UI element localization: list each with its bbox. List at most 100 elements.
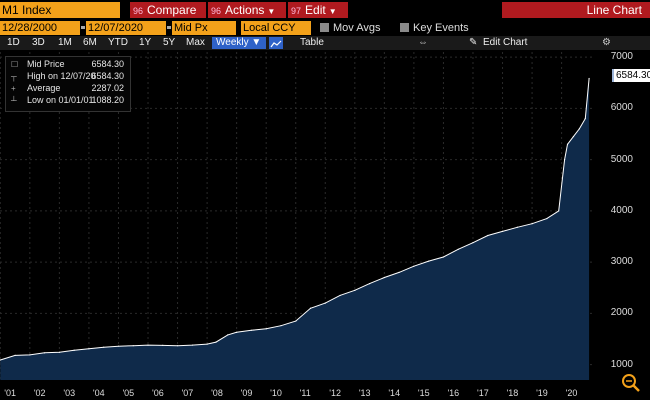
compare-label: Compare xyxy=(147,3,197,17)
price-point xyxy=(44,352,46,354)
price-point xyxy=(578,128,580,130)
y-tick-label: 7000 xyxy=(610,51,633,63)
actions-label: Actions xyxy=(225,3,265,17)
edit-button[interactable]: 97 Edit ▼ xyxy=(288,2,348,18)
low-marker-icon: ┴ xyxy=(11,96,17,105)
price-point xyxy=(176,345,179,347)
compare-button[interactable]: 96 Compare xyxy=(130,2,206,18)
edit-label: Edit xyxy=(305,3,326,17)
price-point xyxy=(236,331,238,333)
edit-shortcut: 97 xyxy=(291,6,302,16)
price-point xyxy=(368,283,371,285)
ticker-input[interactable]: M1 Index xyxy=(0,2,120,18)
x-tick-label: '14 xyxy=(388,388,401,398)
price-point xyxy=(14,354,16,356)
price-point xyxy=(206,343,208,345)
mov-avgs-label[interactable]: Mov Avgs xyxy=(333,22,381,34)
legend-value: 2287.02 xyxy=(91,83,124,93)
start-date-field[interactable]: 12/28/2000 xyxy=(0,21,80,35)
period-1m[interactable]: 1M xyxy=(58,37,72,48)
price-chart[interactable] xyxy=(0,50,650,400)
price-line xyxy=(0,78,590,361)
price-point xyxy=(250,329,253,331)
price-points xyxy=(0,77,590,361)
y-tick-label: 1000 xyxy=(610,358,633,370)
period-5y[interactable]: 5Y xyxy=(163,37,176,48)
legend-value: 6584.30 xyxy=(91,59,124,69)
end-date-field[interactable]: 12/07/2020 xyxy=(86,21,166,35)
x-tick-label: '06 xyxy=(152,388,164,398)
table-button[interactable]: Table xyxy=(300,37,324,48)
price-point xyxy=(566,143,569,145)
price-point xyxy=(162,344,164,347)
line-chart-icon[interactable] xyxy=(269,37,283,49)
edit-chart-button[interactable]: Edit Chart xyxy=(483,37,528,48)
view-title: Line Chart xyxy=(502,2,650,18)
price-point xyxy=(398,271,400,273)
chevron-down-icon: ▼ xyxy=(251,37,262,48)
top-toolbar: M1 Index 96 Compare 96 Actions ▼ 97 Edit ▼ Li… xyxy=(0,0,650,19)
price-point xyxy=(265,328,267,330)
edit-chart-pencil-icon[interactable]: ✎ xyxy=(469,37,478,48)
zoom-glyph xyxy=(622,374,640,392)
x-tick-label: '15 xyxy=(417,388,430,398)
period-ytd[interactable]: YTD xyxy=(108,37,128,48)
x-tick-label: '18 xyxy=(506,388,519,398)
price-point xyxy=(295,320,297,322)
price-point xyxy=(29,354,31,356)
price-point xyxy=(428,260,430,262)
x-tick-label: '19 xyxy=(536,388,548,398)
actions-button[interactable]: 96 Actions ▼ xyxy=(208,2,286,18)
high-marker-icon: ┬ xyxy=(11,72,17,81)
price-field-select[interactable]: Mid Px xyxy=(172,21,236,35)
x-tick-label: '03 xyxy=(63,388,76,398)
x-tick-label: '01 xyxy=(4,388,17,398)
price-point xyxy=(472,242,474,244)
price-point xyxy=(309,307,312,309)
x-tick-label: '07 xyxy=(181,388,194,398)
price-point xyxy=(558,210,560,212)
price-point xyxy=(0,359,1,361)
chevron-down-icon: ▼ xyxy=(328,7,337,16)
zoom-icon[interactable] xyxy=(620,372,642,394)
price-point xyxy=(457,248,459,250)
price-point xyxy=(572,135,575,138)
legend-row-high: ┬ High on 12/07/20 6584.30 xyxy=(6,71,130,82)
period-3d[interactable]: 3D xyxy=(32,37,45,48)
period-1d[interactable]: 1D xyxy=(7,37,20,48)
y-tick-label: 5000 xyxy=(610,153,633,165)
x-tick-label: '13 xyxy=(358,388,371,398)
gear-icon[interactable]: ⚙ xyxy=(602,37,611,48)
x-tick-label: '09 xyxy=(240,388,253,398)
legend-key: Mid Price xyxy=(27,59,65,69)
legend-row-mid-price: ☐ Mid Price 6584.30 xyxy=(6,59,130,70)
frequency-select[interactable]: Weekly ▼ xyxy=(212,37,266,49)
key-events-label[interactable]: Key Events xyxy=(413,22,469,34)
x-tick-label: '04 xyxy=(92,388,105,398)
compare-shortcut: 96 xyxy=(133,6,144,16)
legend-value: 6584.30 xyxy=(91,71,124,81)
price-point xyxy=(354,289,356,291)
price-point xyxy=(442,256,445,258)
legend-key: Low on 01/01/01 xyxy=(27,95,94,105)
legend-key: Average xyxy=(27,83,61,93)
y-tick-label: 4000 xyxy=(610,204,633,216)
legend-row-average: + Average 2287.02 xyxy=(6,83,130,94)
key-events-checkbox[interactable] xyxy=(400,23,409,32)
x-tick-label: '16 xyxy=(447,388,460,398)
currency-select[interactable]: Local CCY xyxy=(241,21,311,35)
y-tick-label: 2000 xyxy=(610,307,633,319)
period-1y[interactable]: 1Y xyxy=(139,37,152,48)
price-point xyxy=(280,325,282,327)
price-point xyxy=(58,351,60,353)
checkbox-icon[interactable]: ☐ xyxy=(11,60,19,69)
price-point xyxy=(546,217,548,220)
period-6m[interactable]: 6M xyxy=(83,37,97,48)
expand-arrows-icon[interactable]: ⇔ xyxy=(418,37,428,48)
price-point xyxy=(73,349,75,351)
mov-avgs-checkbox[interactable] xyxy=(320,23,329,32)
price-point xyxy=(324,302,326,304)
period-max[interactable]: Max xyxy=(186,37,205,48)
legend-row-low: ┴ Low on 01/01/01 1088.20 xyxy=(6,95,130,106)
x-tick-label: '10 xyxy=(270,388,282,398)
